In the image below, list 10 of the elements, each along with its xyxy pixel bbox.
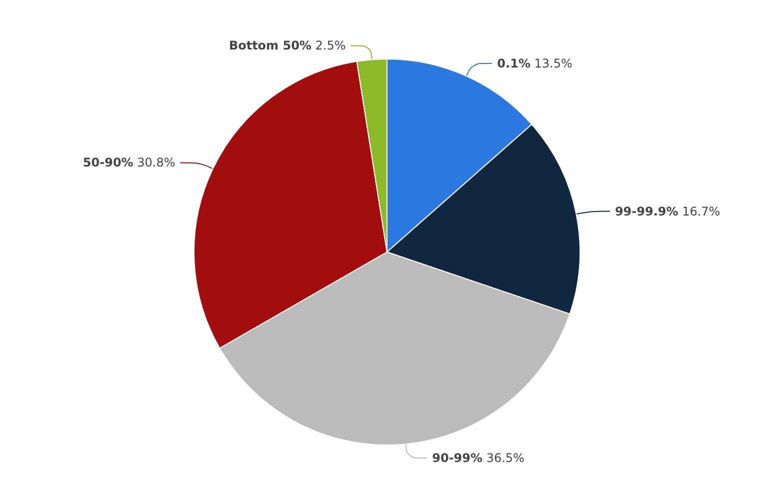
- data-label: 13.5%: [534, 56, 572, 70]
- data-label: 30.8%: [137, 156, 176, 170]
- slice-label: 50-90%: [82, 156, 134, 170]
- data-label: 2.5%: [315, 38, 346, 53]
- data-label: 16.7%: [682, 204, 720, 218]
- data-label: 36.5%: [486, 451, 524, 466]
- slice-label: 90-99%: [432, 451, 483, 466]
- slice-label: Bottom 50%: [228, 38, 312, 53]
- slice-label: 0.1%: [497, 56, 530, 70]
- slice-label: 99-99.9%: [614, 204, 678, 218]
